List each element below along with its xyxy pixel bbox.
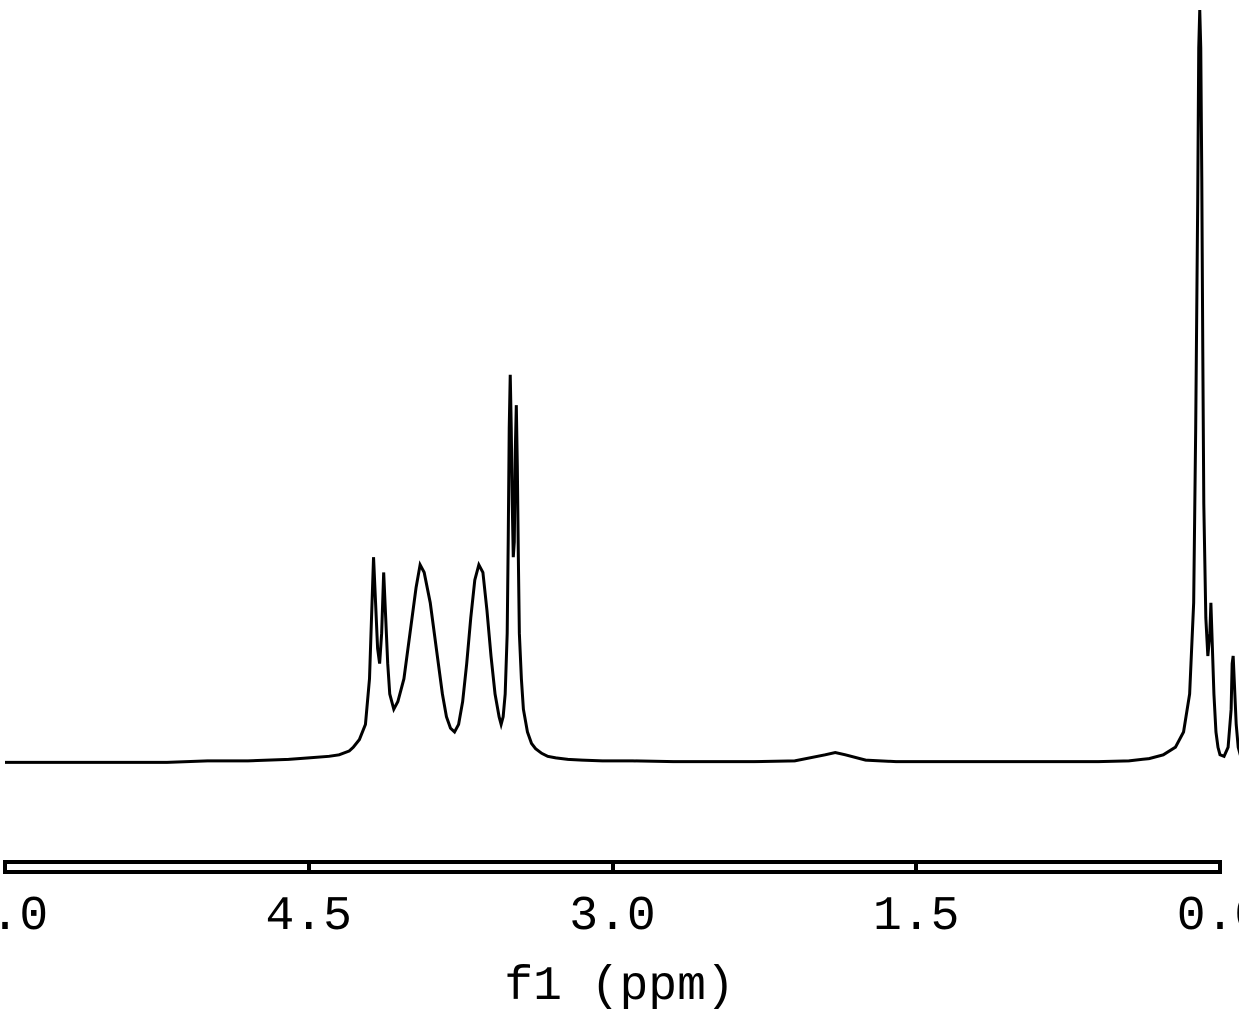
- x-tick: [3, 860, 7, 874]
- x-tick: [914, 860, 918, 874]
- x-tick-label: 3.0: [543, 890, 683, 944]
- x-axis-label: f1 (ppm): [0, 960, 1239, 1014]
- x-tick-label: 4.5: [239, 890, 379, 944]
- x-tick-label: 1.5: [846, 890, 986, 944]
- x-tick: [1218, 860, 1222, 874]
- x-tick-label: 6.0: [0, 890, 75, 944]
- x-tick: [611, 860, 615, 874]
- nmr-spectrum-figure: 6.0 4.5 3.0 1.5 0.0 f1 (ppm): [0, 0, 1239, 1027]
- x-tick-label: 0.0: [1150, 890, 1239, 944]
- x-tick: [307, 860, 311, 874]
